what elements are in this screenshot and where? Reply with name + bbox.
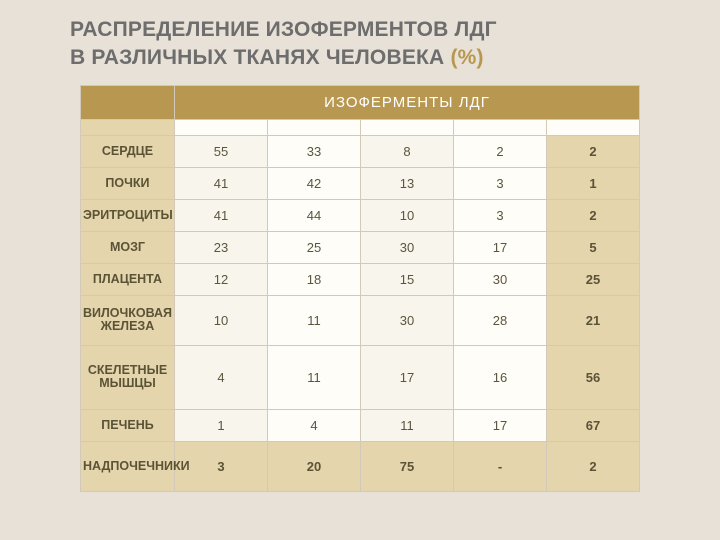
cell: -	[453, 441, 546, 491]
cell-last: 1	[546, 167, 639, 199]
cell: 8	[360, 135, 453, 167]
table-row: ЭРИТРОЦИТЫ 41 44 10 3 2	[80, 199, 639, 231]
row-label: НАДПОЧЕЧНИКИ	[80, 441, 174, 491]
cell: 44	[267, 199, 360, 231]
cell: 30	[360, 231, 453, 263]
subheader-cell	[453, 119, 546, 135]
cell: 55	[174, 135, 267, 167]
table-row: ПОЧКИ 41 42 13 3 1	[80, 167, 639, 199]
cell: 12	[174, 263, 267, 295]
cell: 17	[360, 345, 453, 409]
cell-last: 2	[546, 441, 639, 491]
cell-last: 21	[546, 295, 639, 345]
cell-last: 56	[546, 345, 639, 409]
cell: 23	[174, 231, 267, 263]
subheader-cell	[360, 119, 453, 135]
cell-last: 2	[546, 199, 639, 231]
row-label: МОЗГ	[80, 231, 174, 263]
cell: 16	[453, 345, 546, 409]
cell: 3	[453, 199, 546, 231]
cell: 4	[174, 345, 267, 409]
cell: 15	[360, 263, 453, 295]
table-row: СЕРДЦЕ 55 33 8 2 2	[80, 135, 639, 167]
table-row: ПЛАЦЕНТА 12 18 15 30 25	[80, 263, 639, 295]
cell: 42	[267, 167, 360, 199]
subheader-cell	[546, 119, 639, 135]
cell: 28	[453, 295, 546, 345]
row-label: ПЛАЦЕНТА	[80, 263, 174, 295]
cell: 10	[174, 295, 267, 345]
cell: 30	[360, 295, 453, 345]
cell: 17	[453, 231, 546, 263]
cell-last: 5	[546, 231, 639, 263]
cell: 41	[174, 199, 267, 231]
table-row: ПЕЧЕНЬ 1 4 11 17 67	[80, 409, 639, 441]
cell: 75	[360, 441, 453, 491]
cell: 2	[453, 135, 546, 167]
cell: 10	[360, 199, 453, 231]
title-line-1: РАСПРЕДЕЛЕНИЕ ИЗОФЕРМЕНТОВ ЛДГ	[70, 16, 650, 44]
cell: 11	[267, 345, 360, 409]
table-row: МОЗГ 23 25 30 17 5	[80, 231, 639, 263]
cell: 17	[453, 409, 546, 441]
cell: 11	[360, 409, 453, 441]
table-header-row: ИЗОФЕРМЕНТЫ ЛДГ	[80, 85, 639, 119]
cell: 25	[267, 231, 360, 263]
title-line-2: В РАЗЛИЧНЫХ ТКАНЯХ ЧЕЛОВЕКА (%)	[70, 44, 650, 72]
cell: 30	[453, 263, 546, 295]
cell: 4	[267, 409, 360, 441]
cell-last: 67	[546, 409, 639, 441]
table-row: ВИЛОЧКОВАЯ ЖЕЛЕЗА 10 11 30 28 21	[80, 295, 639, 345]
page-title: РАСПРЕДЕЛЕНИЕ ИЗОФЕРМЕНТОВ ЛДГ В РАЗЛИЧН…	[70, 16, 650, 73]
subheader-cell	[174, 119, 267, 135]
cell: 20	[267, 441, 360, 491]
row-label: ВИЛОЧКОВАЯ ЖЕЛЕЗА	[80, 295, 174, 345]
cell: 41	[174, 167, 267, 199]
subheader-cell	[267, 119, 360, 135]
cell: 1	[174, 409, 267, 441]
header-span-cell: ИЗОФЕРМЕНТЫ ЛДГ	[174, 85, 639, 119]
cell: 33	[267, 135, 360, 167]
cell: 13	[360, 167, 453, 199]
table-row: НАДПОЧЕЧНИКИ 3 20 75 - 2	[80, 441, 639, 491]
row-label: ЭРИТРОЦИТЫ	[80, 199, 174, 231]
table-row: СКЕЛЕТНЫЕ МЫШЦЫ 4 11 17 16 56	[80, 345, 639, 409]
row-label: СКЕЛЕТНЫЕ МЫШЦЫ	[80, 345, 174, 409]
cell-last: 2	[546, 135, 639, 167]
subheader-blank	[80, 119, 174, 135]
title-line-2-main: В РАЗЛИЧНЫХ ТКАНЯХ ЧЕЛОВЕКА	[70, 46, 450, 69]
table-subheader-row	[80, 119, 639, 135]
cell: 11	[267, 295, 360, 345]
header-blank-cell	[80, 85, 174, 119]
row-label: ПЕЧЕНЬ	[80, 409, 174, 441]
row-label: ПОЧКИ	[80, 167, 174, 199]
row-label: СЕРДЦЕ	[80, 135, 174, 167]
cell: 3	[453, 167, 546, 199]
ldh-isoform-table: ИЗОФЕРМЕНТЫ ЛДГ СЕРДЦЕ 55 33 8 2 2 ПОЧКИ…	[80, 85, 640, 492]
cell-last: 25	[546, 263, 639, 295]
title-percent: (%)	[450, 46, 483, 69]
cell: 18	[267, 263, 360, 295]
